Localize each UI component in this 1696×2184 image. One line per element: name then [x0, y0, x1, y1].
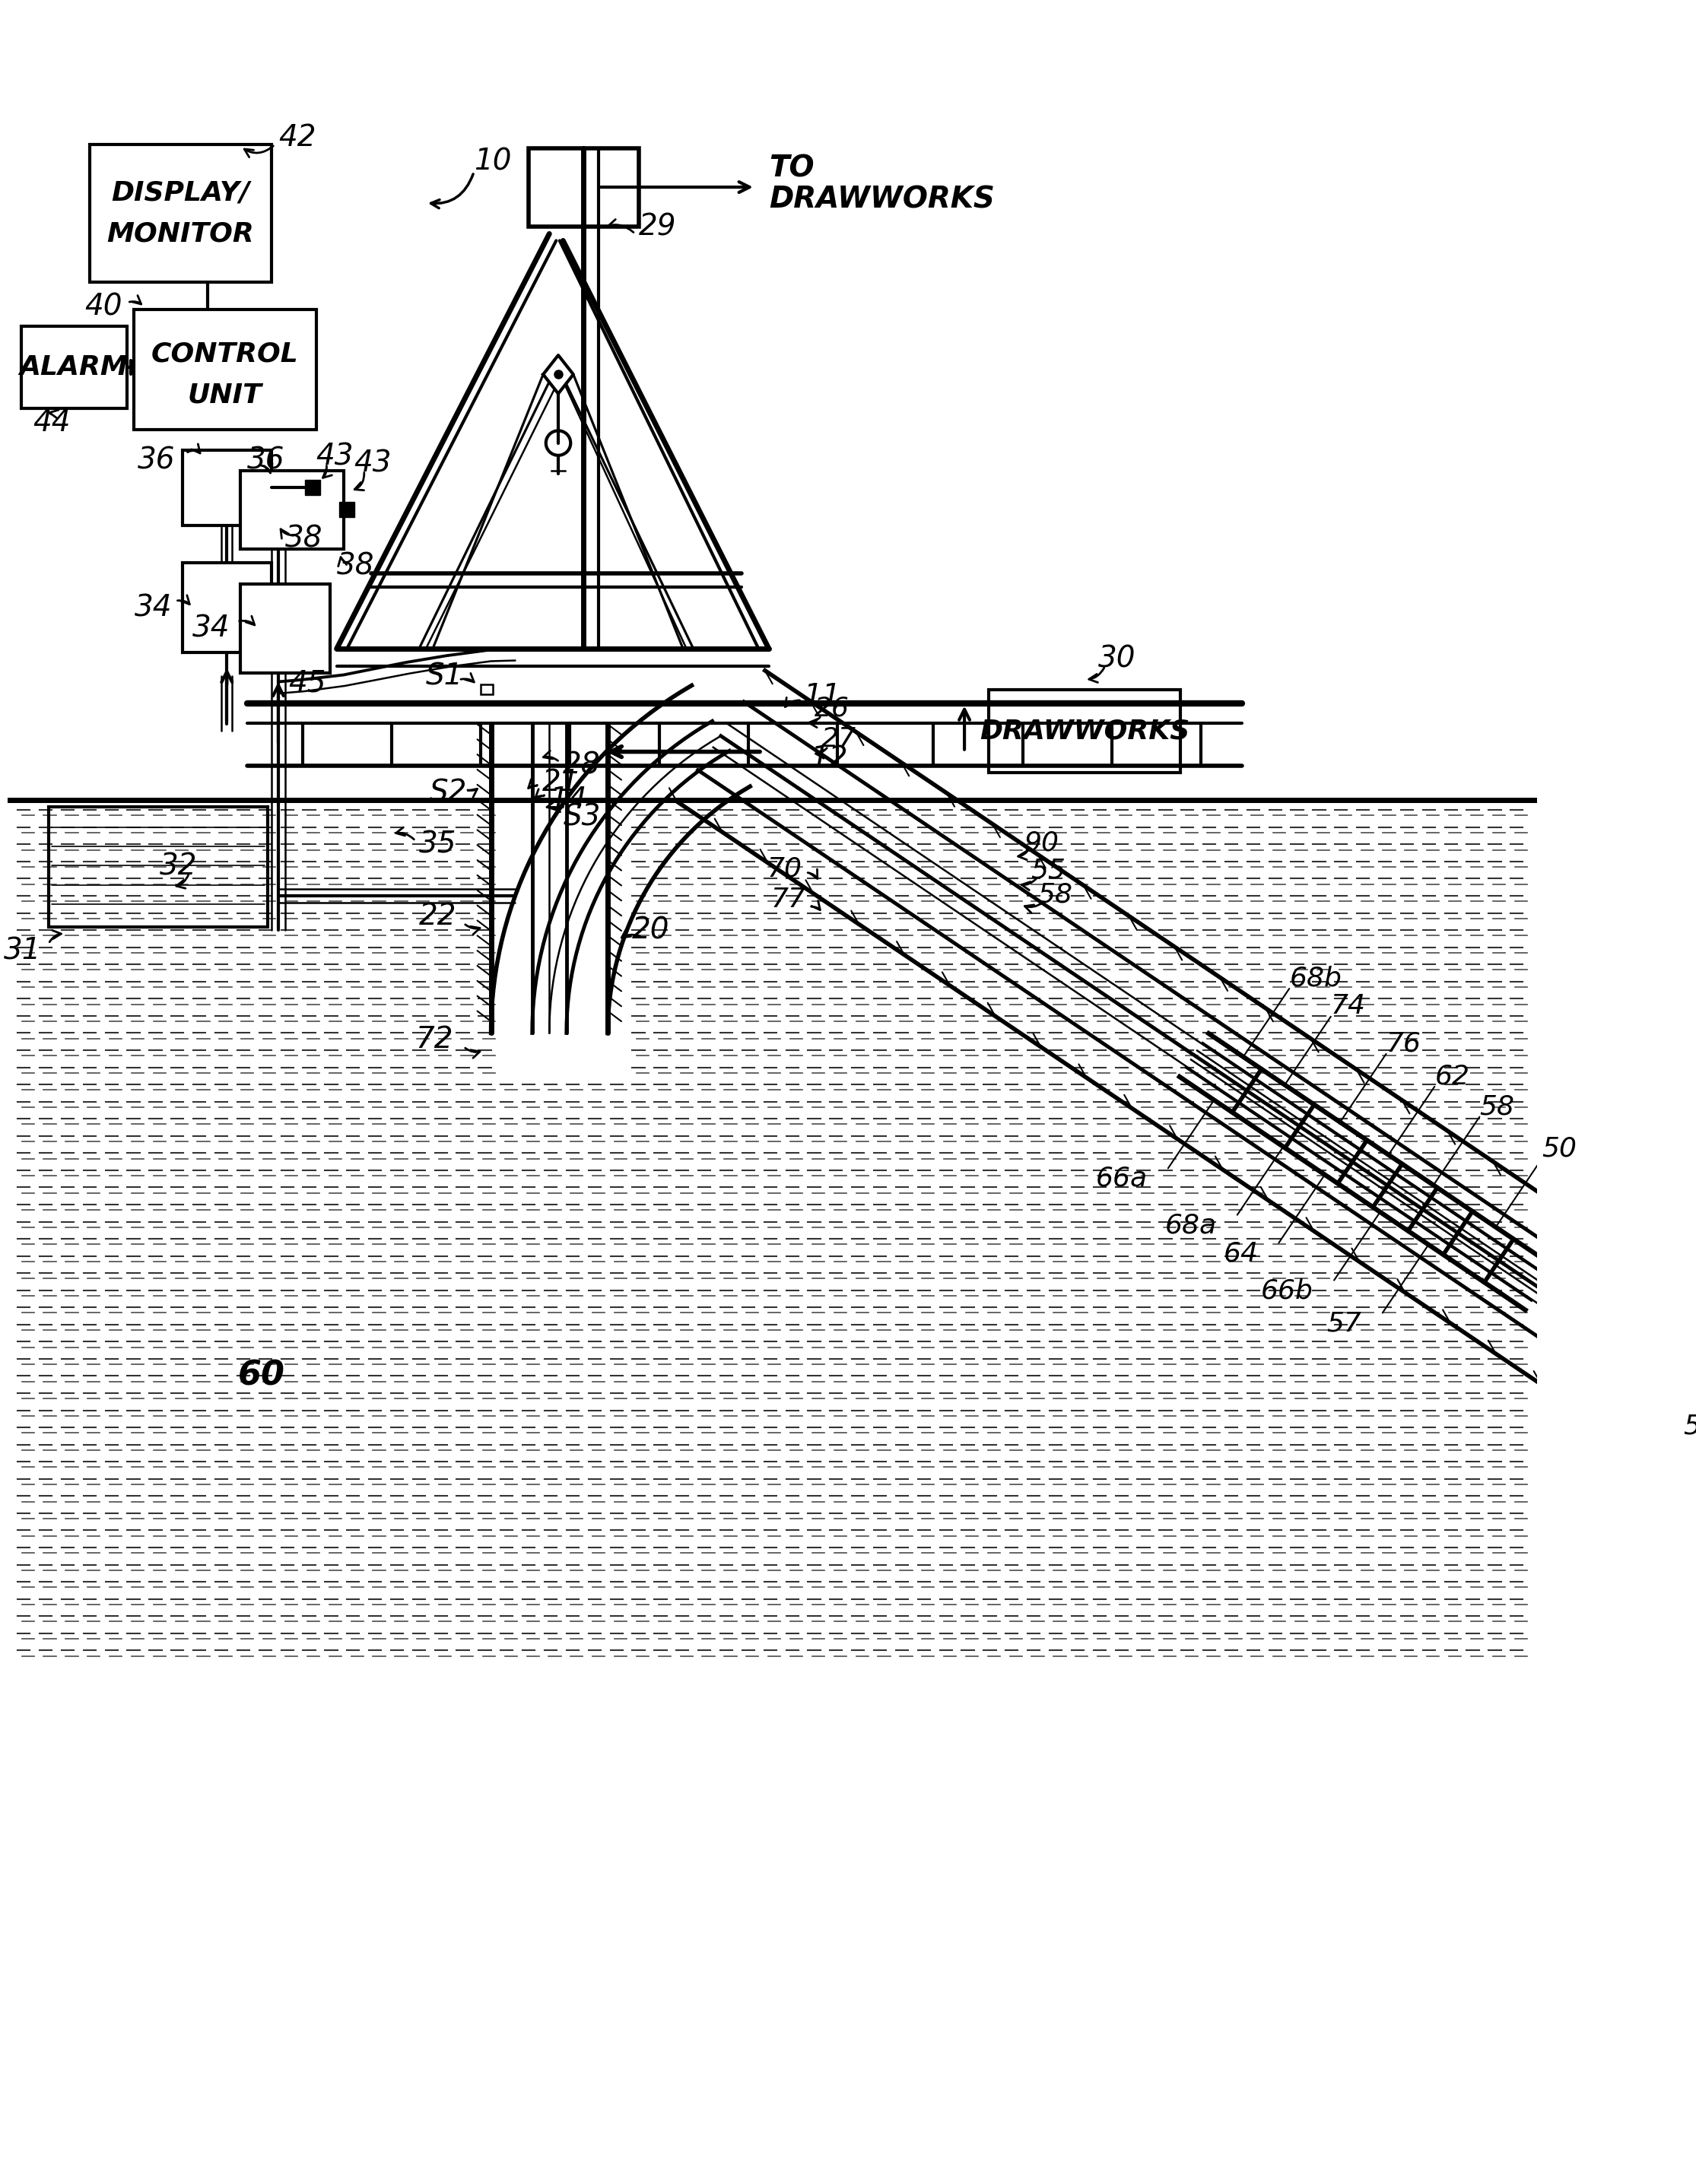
Text: 27: 27	[821, 727, 856, 751]
Text: 12: 12	[811, 745, 848, 773]
Polygon shape	[1570, 1286, 1657, 1341]
Text: 31: 31	[3, 937, 42, 965]
Polygon shape	[543, 356, 573, 393]
Text: 35: 35	[419, 830, 456, 858]
Text: S3: S3	[563, 802, 600, 832]
Text: 34: 34	[193, 614, 231, 642]
Text: 42: 42	[278, 122, 315, 153]
Text: 26: 26	[814, 697, 850, 721]
Text: 57: 57	[1326, 1310, 1362, 1337]
Text: 38: 38	[336, 553, 375, 581]
Bar	[480, 684, 494, 695]
Text: 90: 90	[1024, 830, 1058, 856]
Text: 36: 36	[248, 446, 285, 474]
Text: 58: 58	[1479, 1094, 1515, 1120]
Text: 22: 22	[419, 902, 456, 930]
Text: 38: 38	[285, 524, 322, 553]
Text: 60: 60	[237, 1361, 285, 1393]
Text: CONTROL: CONTROL	[151, 341, 298, 367]
Bar	[181, 563, 271, 653]
Text: MONITOR: MONITOR	[107, 221, 254, 247]
Bar	[241, 583, 329, 673]
Text: TO: TO	[768, 155, 814, 183]
Text: 77: 77	[770, 887, 806, 913]
Text: 51: 51	[1684, 1413, 1696, 1439]
Text: 43: 43	[354, 450, 392, 478]
Text: DRAWWORKS: DRAWWORKS	[980, 719, 1189, 745]
Text: 11: 11	[804, 681, 841, 712]
Text: 10: 10	[473, 146, 512, 177]
Text: 68a: 68a	[1165, 1212, 1216, 1238]
Text: 29: 29	[638, 212, 677, 242]
Text: 66a: 66a	[1096, 1166, 1148, 1192]
Text: 44: 44	[32, 408, 71, 437]
Text: UNIT: UNIT	[188, 382, 261, 408]
Text: 62: 62	[1435, 1064, 1469, 1090]
Text: 14: 14	[550, 786, 587, 815]
Text: 72: 72	[416, 1026, 453, 1055]
Text: 58: 58	[1038, 882, 1072, 906]
Text: 55: 55	[1031, 858, 1065, 882]
Text: 28: 28	[563, 751, 600, 780]
Text: 50: 50	[1542, 1136, 1577, 1162]
Bar	[134, 310, 315, 430]
Text: 43: 43	[315, 443, 354, 472]
Bar	[181, 450, 271, 526]
Text: 20: 20	[631, 915, 670, 943]
Bar	[20, 325, 127, 408]
Text: 70: 70	[767, 856, 802, 882]
Bar	[529, 149, 638, 227]
Text: 21: 21	[543, 769, 580, 797]
Text: 45: 45	[288, 668, 326, 697]
Text: S2: S2	[429, 778, 466, 808]
Text: 68b: 68b	[1289, 965, 1342, 992]
Bar	[90, 144, 271, 282]
Text: 30: 30	[1099, 644, 1136, 673]
Text: 64: 64	[1223, 1241, 1258, 1267]
Text: 34: 34	[134, 594, 171, 622]
Bar	[241, 470, 344, 550]
Text: 66b: 66b	[1262, 1278, 1313, 1304]
Text: S1: S1	[426, 662, 463, 690]
Text: ALARM: ALARM	[20, 354, 129, 380]
Text: 36: 36	[137, 446, 175, 474]
Text: 40: 40	[85, 293, 122, 321]
Text: 76: 76	[1386, 1031, 1421, 1057]
Text: DRAWWORKS: DRAWWORKS	[768, 186, 994, 214]
Bar	[49, 806, 268, 926]
Text: DISPLAY/: DISPLAY/	[110, 179, 249, 205]
Text: 74: 74	[1331, 994, 1365, 1020]
Bar	[989, 690, 1180, 773]
Text: 32: 32	[159, 852, 198, 880]
